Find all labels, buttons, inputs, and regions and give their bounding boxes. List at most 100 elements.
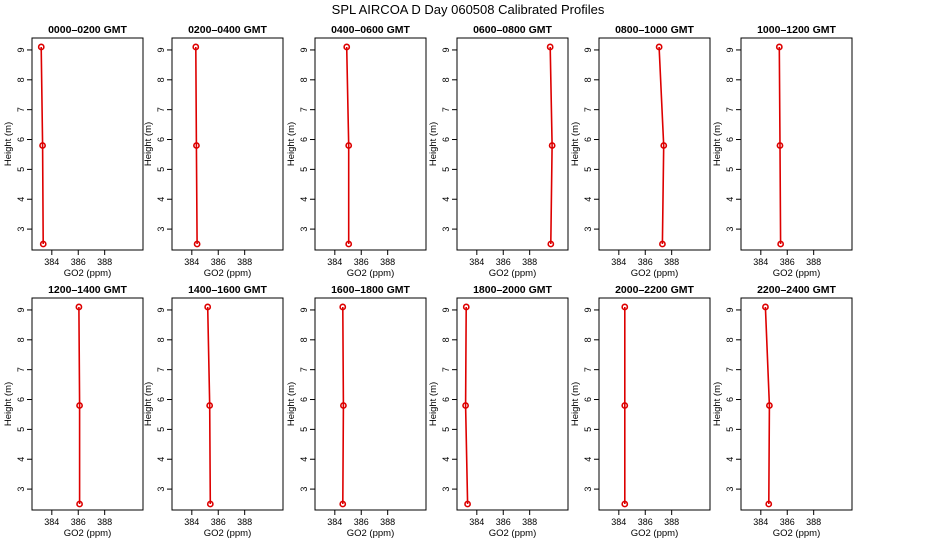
x-tick-label: 384 bbox=[184, 517, 199, 527]
x-axis-label: GO2 (ppm) bbox=[64, 528, 112, 539]
panel-9: 1600–1800 GMT 384 386 388 3 4 5 6 7 8 9 GO2 (ppm) He… bbox=[286, 284, 427, 539]
y-tick-label: 6 bbox=[16, 397, 26, 402]
y-tick-label: 9 bbox=[16, 47, 26, 52]
y-tick-label: 7 bbox=[725, 367, 735, 372]
x-tick-label: 384 bbox=[753, 257, 768, 267]
x-axis-label: GO2 (ppm) bbox=[489, 268, 537, 279]
y-tick-label: 9 bbox=[299, 47, 309, 52]
y-tick-label: 4 bbox=[16, 197, 26, 202]
profile-point bbox=[345, 240, 353, 248]
x-tick-label: 384 bbox=[184, 257, 199, 267]
y-tick-label: 4 bbox=[583, 457, 593, 462]
y-tick-label: 6 bbox=[583, 137, 593, 142]
profile-line bbox=[195, 46, 198, 245]
y-tick-label: 3 bbox=[725, 227, 735, 232]
x-tick-label: 384 bbox=[753, 517, 768, 527]
y-tick-label: 3 bbox=[583, 227, 593, 232]
x-tick-label: 388 bbox=[806, 517, 821, 527]
x-tick-label: 384 bbox=[44, 517, 59, 527]
x-tick-label: 388 bbox=[237, 257, 252, 267]
x-tick-label: 386 bbox=[638, 257, 653, 267]
y-tick-label: 3 bbox=[16, 487, 26, 492]
x-axis-label: GO2 (ppm) bbox=[347, 268, 395, 279]
profile-point bbox=[547, 240, 555, 248]
panel-6: 1000–1200 GMT 384 386 388 3 4 5 6 7 8 9 GO2 (ppm) He… bbox=[712, 24, 853, 279]
y-tick-label: 6 bbox=[441, 137, 451, 142]
panel-7: 1200–1400 GMT 384 386 388 3 4 5 6 7 8 9 GO2 (ppm) He… bbox=[3, 284, 144, 539]
profile-point bbox=[192, 43, 200, 51]
y-tick-label: 8 bbox=[725, 337, 735, 342]
plot-frame bbox=[31, 37, 144, 251]
plot-frame bbox=[740, 37, 853, 251]
y-axis-label: Height (m) bbox=[570, 122, 581, 166]
profile-point bbox=[206, 500, 214, 508]
x-tick-label: 386 bbox=[780, 257, 795, 267]
profile-point bbox=[777, 240, 785, 248]
plot-frame bbox=[598, 297, 711, 511]
profile-point bbox=[193, 142, 200, 149]
x-axis-label: GO2 (ppm) bbox=[204, 268, 252, 279]
profile-point bbox=[76, 500, 83, 508]
y-tick-label: 8 bbox=[299, 337, 309, 342]
y-axis-label: Height (m) bbox=[428, 382, 439, 426]
y-tick-label: 4 bbox=[156, 457, 166, 462]
profile-point bbox=[621, 402, 629, 409]
y-tick-label: 6 bbox=[441, 397, 451, 402]
x-tick-label: 388 bbox=[380, 517, 395, 527]
y-tick-label: 7 bbox=[583, 367, 593, 372]
profile-point bbox=[193, 240, 201, 248]
y-tick-label: 3 bbox=[156, 227, 166, 232]
x-tick-label: 384 bbox=[327, 257, 342, 267]
panel-8: 1400–1600 GMT 384 386 388 3 4 5 6 7 8 9 GO2 (ppm) He… bbox=[143, 284, 284, 539]
panel-title: 0600–0800 GMT bbox=[473, 24, 552, 36]
panel-title: 1800–2000 GMT bbox=[473, 284, 552, 296]
y-axis-label: Height (m) bbox=[712, 122, 723, 166]
y-tick-label: 6 bbox=[299, 137, 309, 142]
panel-title: 1000–1200 GMT bbox=[757, 24, 836, 36]
y-tick-label: 4 bbox=[725, 457, 735, 462]
y-tick-label: 5 bbox=[725, 427, 735, 432]
y-tick-label: 4 bbox=[583, 197, 593, 202]
x-tick-label: 386 bbox=[211, 257, 226, 267]
x-tick-label: 386 bbox=[496, 517, 511, 527]
y-axis-label: Height (m) bbox=[3, 122, 14, 166]
profile-point bbox=[345, 142, 353, 149]
panel-1: 0000–0200 GMT 384 386 388 3 4 5 6 7 8 9 GO2 (ppm) He… bbox=[3, 24, 144, 279]
y-tick-label: 5 bbox=[299, 427, 309, 432]
y-tick-label: 5 bbox=[16, 427, 26, 432]
profile-line bbox=[549, 46, 553, 245]
y-tick-label: 3 bbox=[299, 227, 309, 232]
plot-frame bbox=[456, 37, 569, 251]
x-tick-label: 388 bbox=[806, 257, 821, 267]
profile-line bbox=[342, 306, 345, 505]
profile-point bbox=[37, 43, 45, 51]
profile-line bbox=[78, 306, 81, 504]
y-tick-label: 3 bbox=[441, 487, 451, 492]
y-tick-label: 3 bbox=[156, 487, 166, 492]
x-tick-label: 386 bbox=[211, 517, 226, 527]
plot-frame bbox=[171, 37, 284, 251]
y-tick-label: 6 bbox=[299, 397, 309, 402]
y-tick-label: 8 bbox=[16, 77, 26, 82]
x-axis-label: GO2 (ppm) bbox=[204, 528, 252, 539]
y-tick-label: 5 bbox=[583, 427, 593, 432]
y-axis-label: Height (m) bbox=[428, 122, 439, 166]
y-axis-label: Height (m) bbox=[143, 382, 154, 426]
y-tick-label: 7 bbox=[725, 107, 735, 112]
y-tick-label: 4 bbox=[16, 457, 26, 462]
x-tick-label: 384 bbox=[469, 257, 484, 267]
y-tick-label: 9 bbox=[156, 307, 166, 312]
y-tick-label: 6 bbox=[156, 397, 166, 402]
y-tick-label: 7 bbox=[16, 367, 26, 372]
profile-line bbox=[464, 306, 469, 505]
profile-point bbox=[39, 240, 47, 248]
profile-line bbox=[206, 306, 212, 505]
y-tick-label: 9 bbox=[583, 307, 593, 312]
profile-point bbox=[39, 142, 46, 149]
profile-point bbox=[660, 142, 668, 149]
y-tick-label: 8 bbox=[441, 337, 451, 342]
x-tick-label: 384 bbox=[611, 257, 626, 267]
profile-line bbox=[778, 46, 782, 245]
profile-point bbox=[462, 402, 469, 409]
x-axis-label: GO2 (ppm) bbox=[489, 528, 537, 539]
